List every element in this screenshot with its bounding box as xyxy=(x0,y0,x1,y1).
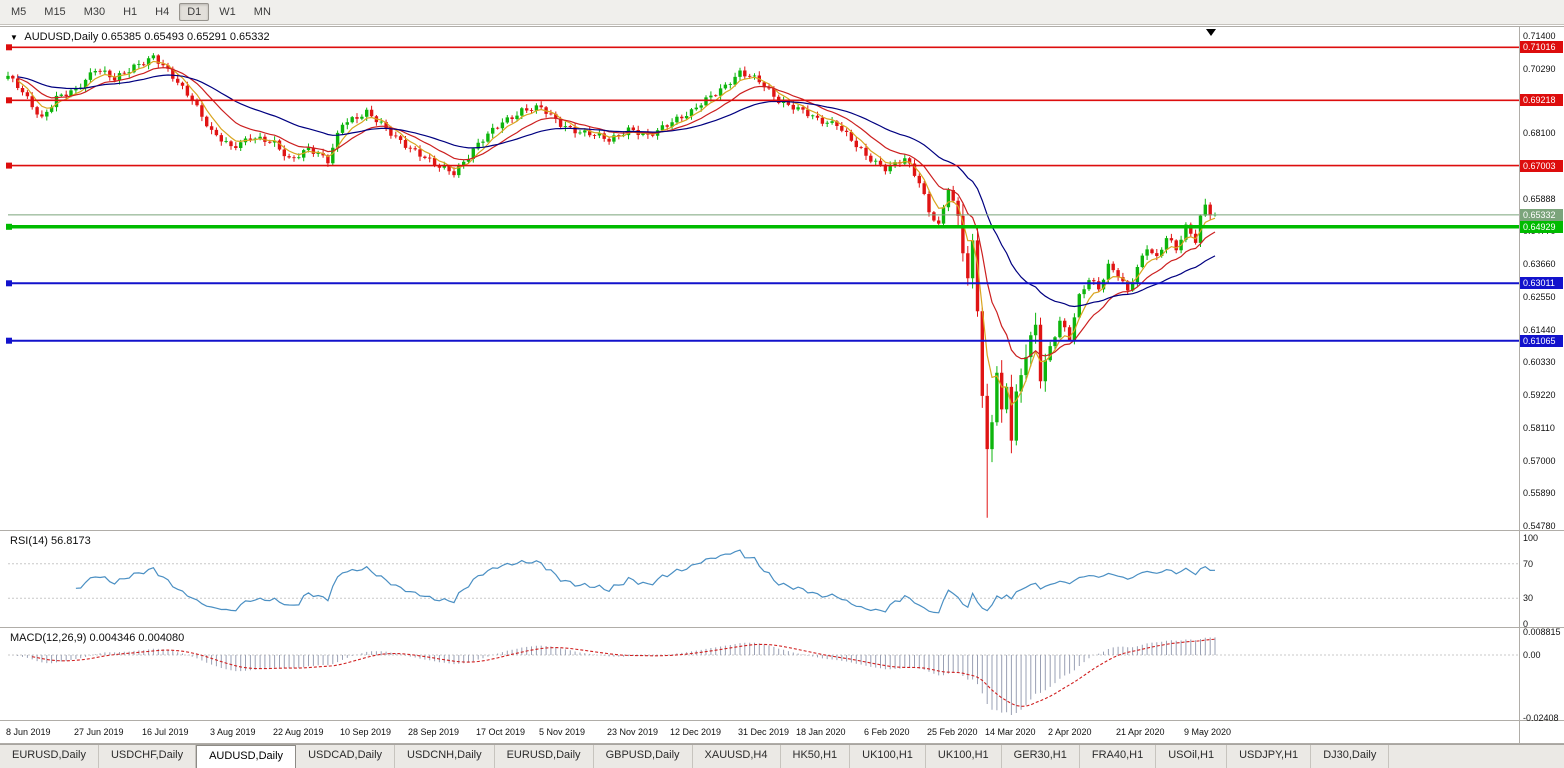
time-axis-date: 31 Dec 2019 xyxy=(738,727,790,737)
price-axis-tick: 0.58110 xyxy=(1523,423,1555,433)
chart-tab-USDJPY-H1[interactable]: USDJPY,H1 xyxy=(1227,745,1312,768)
time-axis-date: 25 Feb 2020 xyxy=(927,727,978,737)
time-axis-date: 21 Apr 2020 xyxy=(1116,727,1165,737)
macd-indicator-label: MACD(12,26,9) 0.004346 0.004080 xyxy=(10,632,185,644)
chart-tab-USDCHF-Daily[interactable]: USDCHF,Daily xyxy=(99,745,197,768)
time-axis-date: 10 Sep 2019 xyxy=(340,727,392,737)
time-axis-date: 14 Mar 2020 xyxy=(985,727,1036,737)
time-axis-date: 3 Aug 2019 xyxy=(210,727,256,737)
time-axis-date: 16 Jul 2019 xyxy=(142,727,189,737)
timeframe-button-H4[interactable]: H4 xyxy=(155,6,170,18)
time-axis-date: 17 Oct 2019 xyxy=(476,727,526,737)
price-level-tag: 0.65332 xyxy=(1520,209,1563,221)
timeframe-button-MN[interactable]: MN xyxy=(253,6,271,18)
time-axis-date: 23 Nov 2019 xyxy=(607,727,659,737)
price-level-tag: 0.64929 xyxy=(1520,221,1563,233)
timeframe-toolbar: M5 M15 M30 H1 H4 D1 W1 MN xyxy=(0,0,1564,25)
chart-title: ▼ AUDUSD,Daily 0.65385 0.65493 0.65291 0… xyxy=(10,31,270,43)
price-axis-tick: 0.60330 xyxy=(1523,357,1556,367)
price-axis-tick: 0.70290 xyxy=(1523,64,1556,74)
chart-tab-USDCAD-Daily[interactable]: USDCAD,Daily xyxy=(296,745,396,768)
price-axis-tick: 0.71400 xyxy=(1523,31,1556,41)
chart-tab-FRA40-H1[interactable]: FRA40,H1 xyxy=(1080,745,1157,768)
macd-axis-label: -0.02408 xyxy=(1523,713,1559,723)
chart-tab-USDCNH-Daily[interactable]: USDCNH,Daily xyxy=(395,745,495,768)
collapse-arrow-icon[interactable]: ▼ xyxy=(10,33,18,42)
time-axis-date: 9 May 2020 xyxy=(1184,727,1232,737)
time-axis-date: 8 Jun 2019 xyxy=(6,727,51,737)
chart-tab-DJ30-Daily[interactable]: DJ30,Daily xyxy=(1311,745,1390,768)
timeframe-button-H1[interactable]: H1 xyxy=(123,6,138,18)
time-axis-date: 6 Feb 2020 xyxy=(864,727,910,737)
timeframe-button-M15[interactable]: M15 xyxy=(44,6,66,18)
timeframe-button-M30[interactable]: M30 xyxy=(83,6,106,18)
price-axis-tick: 0.55890 xyxy=(1523,488,1556,498)
time-axis-date: 2 Apr 2020 xyxy=(1048,727,1092,737)
price-level-tag: 0.69218 xyxy=(1520,94,1563,106)
timeframe-button-W1[interactable]: W1 xyxy=(219,6,236,18)
chart-tab-UK100-H1[interactable]: UK100,H1 xyxy=(926,745,1002,768)
chart-symbol: AUDUSD,Daily xyxy=(24,31,99,43)
macd-axis-label: 0.008815 xyxy=(1523,627,1561,637)
chart-tabs-bar: EURUSD,Daily USDCHF,Daily AUDUSD,Daily USDC… xyxy=(0,744,1564,768)
price-axis-tick: 0.57000 xyxy=(1523,456,1556,466)
price-level-tag: 0.67003 xyxy=(1520,160,1563,172)
timeframe-button-D1[interactable]: D1 xyxy=(179,3,210,21)
rsi-axis-label: 100 xyxy=(1523,533,1539,543)
chart-canvas[interactable] xyxy=(0,0,1564,744)
price-axis-tick: 0.65888 xyxy=(1523,194,1556,204)
time-axis-date: 22 Aug 2019 xyxy=(273,727,324,737)
price-level-tag: 0.71016 xyxy=(1520,41,1563,53)
chart-tab-EURUSD-Daily[interactable]: EURUSD,Daily xyxy=(0,745,99,768)
time-axis-date: 5 Nov 2019 xyxy=(539,727,586,737)
time-axis-date: 27 Jun 2019 xyxy=(74,727,124,737)
chart-tab-XAUUSD-H4[interactable]: XAUUSD,H4 xyxy=(693,745,781,768)
price-axis-tick: 0.68100 xyxy=(1523,128,1556,138)
chart-tab-UK100-H1[interactable]: UK100,H1 xyxy=(850,745,926,768)
price-axis-tick: 0.63660 xyxy=(1523,259,1556,269)
time-axis-date: 18 Jan 2020 xyxy=(796,727,846,737)
price-level-tag: 0.61065 xyxy=(1520,335,1563,347)
macd-axis-label: 0.00 xyxy=(1523,650,1541,660)
chart-tab-HK50-H1[interactable]: HK50,H1 xyxy=(781,745,851,768)
time-axis-date: 12 Dec 2019 xyxy=(670,727,722,737)
chart-ohlc: 0.65385 0.65493 0.65291 0.65332 xyxy=(101,31,270,43)
chart-shift-marker-icon[interactable] xyxy=(1206,29,1216,36)
chart-tab-EURUSD-Daily[interactable]: EURUSD,Daily xyxy=(495,745,594,768)
rsi-axis-label: 30 xyxy=(1523,593,1534,603)
timeframe-button-M5[interactable]: M5 xyxy=(11,6,27,18)
rsi-indicator-label: RSI(14) 56.8173 xyxy=(10,535,91,547)
chart-tab-GER30-H1[interactable]: GER30,H1 xyxy=(1002,745,1080,768)
price-axis-tick: 0.54780 xyxy=(1523,521,1556,531)
time-axis-date: 28 Sep 2019 xyxy=(408,727,460,737)
chart-tab-GBPUSD-Daily[interactable]: GBPUSD,Daily xyxy=(594,745,693,768)
price-axis-tick: 0.59220 xyxy=(1523,390,1556,400)
rsi-axis-label: 0 xyxy=(1523,619,1529,629)
chart-tab-AUDUSD-Daily[interactable]: AUDUSD,Daily xyxy=(196,745,297,768)
price-axis-tick: 0.62550 xyxy=(1523,292,1556,302)
rsi-axis-label: 70 xyxy=(1523,559,1534,569)
chart-tab-USOil-H1[interactable]: USOil,H1 xyxy=(1156,745,1228,768)
price-level-tag: 0.63011 xyxy=(1520,277,1563,289)
price-axis-tick: 0.61440 xyxy=(1523,325,1556,335)
